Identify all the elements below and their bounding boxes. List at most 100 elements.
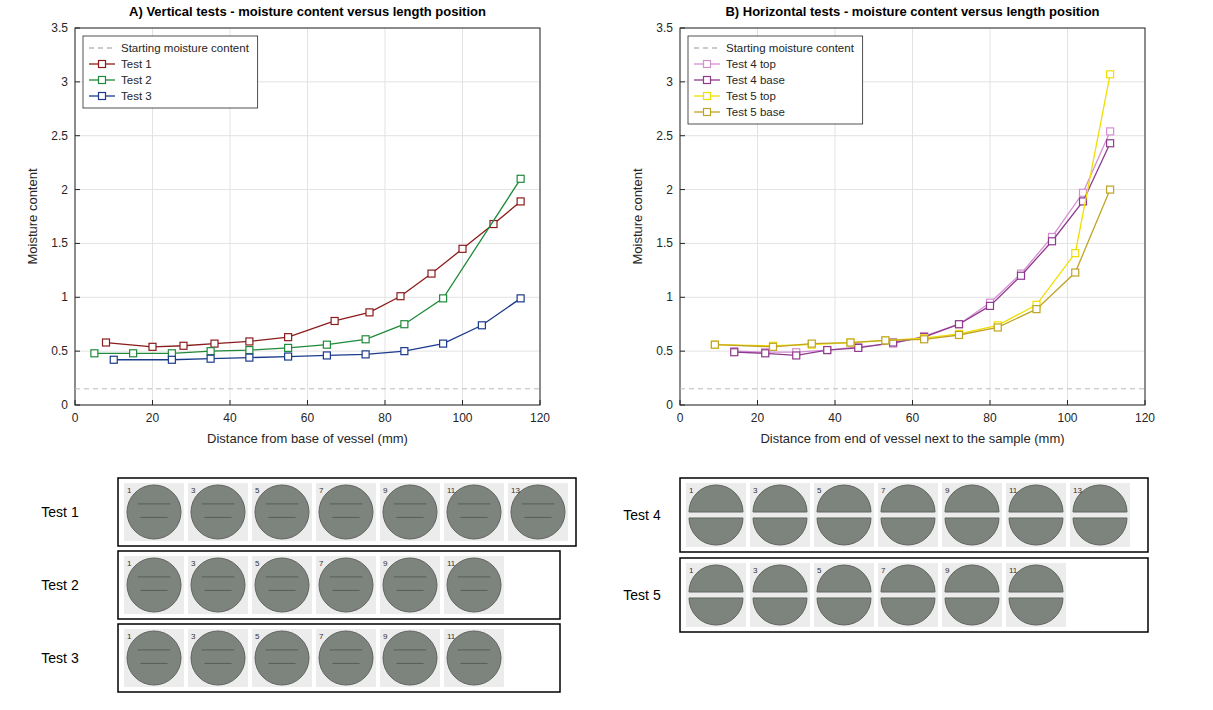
sample-half-base bbox=[945, 598, 999, 625]
photo-tile bbox=[188, 483, 248, 541]
photo-number: 3 bbox=[191, 559, 196, 568]
sample-half-top bbox=[753, 485, 807, 512]
grid-line bbox=[462, 28, 463, 405]
legend-label: Test 5 base bbox=[726, 106, 785, 118]
sample-half-base bbox=[1009, 598, 1063, 625]
sample-disc bbox=[127, 631, 181, 685]
series-line bbox=[734, 131, 1110, 352]
plot-background bbox=[680, 28, 1145, 405]
photo-number: 9 bbox=[383, 486, 388, 495]
sample-disc bbox=[383, 485, 437, 539]
sample-disc bbox=[191, 485, 245, 539]
series-marker bbox=[323, 352, 330, 359]
photo-number: 1 bbox=[689, 566, 694, 575]
tick-mark bbox=[1067, 400, 1068, 405]
photo-row-frame bbox=[680, 558, 1148, 632]
photo-tile bbox=[444, 483, 504, 541]
tick-mark bbox=[757, 400, 758, 405]
photo-tile bbox=[750, 483, 810, 547]
legend-label: Test 5 top bbox=[726, 90, 776, 102]
grid-line bbox=[680, 297, 1145, 298]
x-axis-title: Distance from end of vessel next to the … bbox=[760, 431, 1064, 446]
photo-row: Test 51357911 bbox=[623, 558, 1148, 632]
series-marker bbox=[211, 340, 218, 347]
photo-number: 1 bbox=[689, 486, 694, 495]
series-marker bbox=[362, 351, 369, 358]
photo-number: 11 bbox=[447, 632, 456, 641]
photo-number: 9 bbox=[945, 486, 950, 495]
photo-number: 1 bbox=[127, 486, 132, 495]
photo-row-label: Test 2 bbox=[41, 577, 79, 593]
series-marker bbox=[855, 344, 862, 351]
sample-half-top bbox=[1073, 485, 1127, 512]
series-marker bbox=[149, 343, 156, 350]
photo-tile bbox=[942, 483, 1002, 547]
tick-label: 3.5 bbox=[51, 21, 68, 35]
legend: Starting moisture contentTest 4 topTest … bbox=[688, 36, 863, 124]
series-marker bbox=[1018, 272, 1025, 279]
series-marker bbox=[1033, 306, 1040, 313]
tick-label: 1 bbox=[666, 290, 673, 304]
sample-crack bbox=[330, 577, 362, 591]
sample-disc bbox=[191, 558, 245, 612]
photo-number: 9 bbox=[383, 632, 388, 641]
series-line bbox=[680, 388, 1145, 389]
series-marker bbox=[246, 354, 253, 361]
tick-mark bbox=[680, 243, 685, 244]
series-marker bbox=[440, 340, 447, 347]
legend-marker bbox=[99, 93, 106, 100]
photo-number: 13 bbox=[511, 486, 520, 495]
tick-label: 120 bbox=[1135, 411, 1155, 425]
series-line bbox=[734, 143, 1110, 355]
sample-disc bbox=[255, 558, 309, 612]
series-marker bbox=[207, 348, 214, 355]
photo-number: 9 bbox=[945, 566, 950, 575]
figure: 02040608010012000.511.522.533.5A) Vertic… bbox=[0, 0, 1213, 710]
photo-number: 13 bbox=[1073, 486, 1082, 495]
tick-label: 3 bbox=[666, 75, 673, 89]
photo-number: 1 bbox=[127, 559, 132, 568]
sample-crack bbox=[138, 577, 170, 591]
grid-line bbox=[680, 243, 1145, 244]
photo-number: 5 bbox=[817, 486, 822, 495]
series-marker bbox=[397, 293, 404, 300]
series-marker bbox=[401, 321, 408, 328]
legend-marker bbox=[704, 61, 711, 68]
tick-mark bbox=[152, 400, 153, 405]
photo-tile bbox=[444, 556, 504, 614]
tick-label: 0.5 bbox=[51, 344, 68, 358]
sample-half-top bbox=[945, 485, 999, 512]
chart-panel: 02040608010012000.511.522.533.5B) Horizo… bbox=[630, 4, 1155, 446]
sample-disc bbox=[255, 631, 309, 685]
sample-disc bbox=[319, 485, 373, 539]
tick-label: 0 bbox=[666, 398, 673, 412]
tick-mark bbox=[680, 81, 685, 82]
photo-number: 3 bbox=[191, 632, 196, 641]
tick-label: 60 bbox=[301, 411, 315, 425]
grid-line bbox=[680, 189, 1145, 190]
tick-label: 3.5 bbox=[656, 21, 673, 35]
photo-number: 11 bbox=[447, 486, 456, 495]
tick-label: 0 bbox=[72, 411, 79, 425]
photo-tile bbox=[380, 629, 440, 687]
series-marker bbox=[285, 344, 292, 351]
legend-swatch bbox=[89, 47, 115, 48]
series-marker bbox=[517, 198, 524, 205]
photo-number: 7 bbox=[319, 632, 324, 641]
series-marker bbox=[362, 336, 369, 343]
photo-tile bbox=[444, 629, 504, 687]
sample-crack bbox=[138, 504, 170, 518]
photo-number: 7 bbox=[319, 486, 324, 495]
photo-number: 11 bbox=[447, 559, 456, 568]
sample-crack bbox=[202, 504, 234, 518]
legend-label: Test 2 bbox=[121, 74, 152, 86]
tick-mark bbox=[75, 81, 80, 82]
photo-tile bbox=[252, 483, 312, 541]
series-marker bbox=[366, 309, 373, 316]
photo-tile bbox=[814, 563, 874, 627]
sample-half-base bbox=[945, 518, 999, 545]
sample-disc bbox=[319, 558, 373, 612]
sample-half-base bbox=[753, 598, 807, 625]
tick-mark bbox=[912, 400, 913, 405]
photo-row: Test 4135791113 bbox=[623, 478, 1148, 552]
